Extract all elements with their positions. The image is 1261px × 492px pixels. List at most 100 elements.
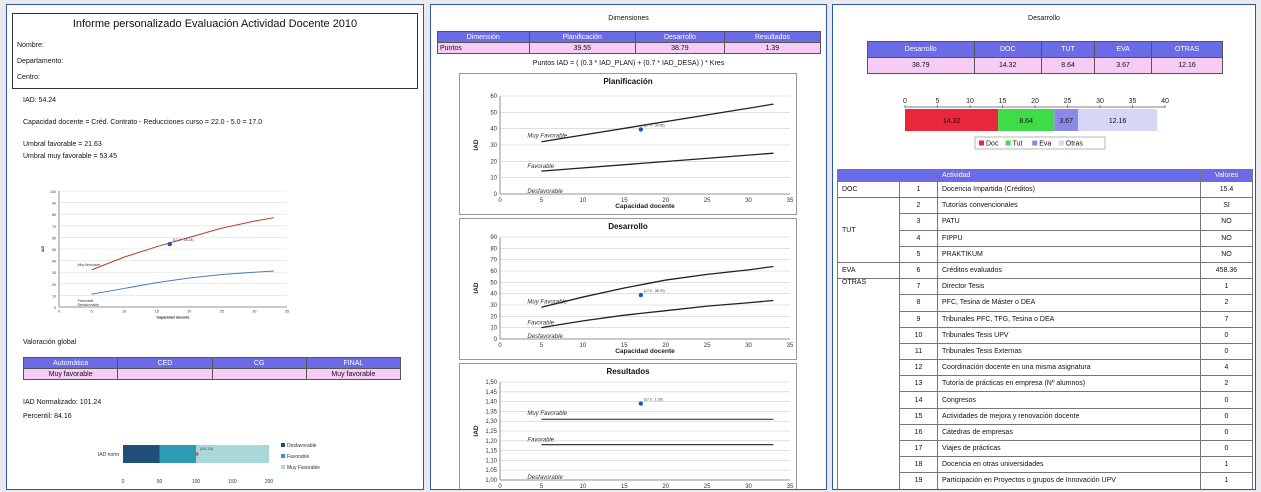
actividad-cell: PATU [937,213,1201,231]
x-tick-label: 5 [540,343,544,349]
row-number: 13 [899,375,938,393]
iad-norm-bar-chart: IAD norm 0 50 100 150 200 (101.24) Desfavorable… [98,443,320,485]
valor-cell: NO [1200,213,1253,231]
x-tick-label: 30 [745,343,752,349]
bar-segment-label: 14.32 [943,118,961,125]
y-axis-title: IAD [473,282,480,294]
y-tick-label: 70 [52,225,56,229]
x-tick-label: 0 [498,343,502,349]
valoracion-table: Automática CED CG FINAL Muy favorable Mu… [22,357,402,380]
legend-box [974,136,1106,150]
actividad-cell: PRAKTIKUM [937,245,1201,263]
y-tick-label: 10 [490,176,497,182]
x-tick-label: 0 [58,310,60,314]
x-tick-label: 0 [903,98,907,105]
actividad-cell: Créditos evaluados [937,261,1201,280]
table-row: 13 Tutoría de prácticas en empresa (Nº al… [838,375,1253,393]
des-doc-value: 14.32 [973,57,1042,74]
actividad-cell: Tribunales Tesis UPV [937,326,1201,344]
legend-swatch [1032,140,1038,146]
actividades-header-cell [899,169,938,182]
legend-swatch [979,140,984,146]
row-number: 10 [899,326,938,344]
actividad-cell: Coordinación docente en una misma asigna… [937,359,1201,377]
actividades-header-row: Actividad Valores [837,169,1253,182]
y-tick-label: 1,35 [485,409,497,415]
y-tick-label: 90 [52,202,56,206]
x-tick-label: 5 [540,484,544,490]
table-row: 8 PFC, Tesina de Máster o DEA 2 [838,294,1253,312]
legend-label: Muy Favorable [287,465,320,471]
row-number: 2 [899,197,938,215]
row-number: 5 [899,245,938,263]
y-tick-label: 20 [52,283,56,287]
y-tick-label: 20 [490,159,497,165]
y-tick-label: 10 [52,294,56,298]
actividad-cell: Docencia Impartida (Créditos) [937,180,1201,199]
dimensiones-table: Dimensión Planificación Desarrollo Resul… [437,31,822,54]
legend-label: Desfavorable [287,443,317,449]
val-cg [211,368,307,380]
actividad-cell: Participación en Proyectos o grupos de I… [937,472,1201,489]
data-point [195,452,199,456]
dim-planificacion-value: 39.55 [528,42,637,54]
table-row: 16 Cátedras de empresas 0 [838,423,1253,442]
group-cell: EVA [837,261,900,280]
data-point [638,292,644,298]
des-header-doc: DOC [973,41,1042,58]
x-tick-label: 35 [787,343,794,349]
row-number: 6 [899,261,938,280]
row-number: 16 [899,423,938,442]
dim-header-desarrollo: Desarrollo [635,31,725,43]
valor-cell: 4 [1200,359,1253,377]
legend-swatch [281,465,285,469]
table-row: 10 Tribunales Tesis UPV 0 [838,326,1253,344]
actividad-cell: PFC, Tesina de Máster o DEA [937,294,1201,312]
table-row: 4 FIPPU NO [838,229,1253,247]
table-row: 15 Actividades de mejora y renovación doc… [838,407,1253,425]
capacidad-docente: Capacidad docente = Créd. Contrato - Red… [23,119,263,126]
row-number: 3 [899,213,938,231]
y-tick-label: 0 [54,306,56,310]
puntos-formula: Puntos IAD = ( (0.3 * IAD_PLAN) + (0.7 *… [532,60,725,67]
data-point-label: (17.0 , 39.55) [644,123,665,127]
zone-label-favorable: Favorable [527,438,554,444]
valor-cell: 2 [1200,375,1253,393]
legend-swatch [281,443,285,447]
x-tick-label: 10 [580,484,587,490]
umbral-favorable: Umbral favorable = 21.63 [23,141,102,148]
x-tick-label: 20 [662,484,669,490]
valor-cell: SI [1200,197,1253,215]
bar-segment [1078,109,1158,131]
bar-segment [196,445,269,463]
y-axis-title: IAD [473,425,480,437]
row-number: 7 [899,278,938,296]
bar-segment-label: 12.16 [1109,118,1127,125]
actividad-cell: Congresos [937,391,1201,409]
x-tick-label: 200 [265,479,274,485]
table-row: 17 Viajes de prácticas 0 [838,439,1253,458]
planificacion-chart: 60 50 40 30 20 10 00 5 10 15 20 25 30 35 Muy Favorable… [473,94,794,210]
y-tick-label: 1,50 [485,380,497,386]
dim-desarrollo-value: 38.79 [635,42,725,54]
table-row: 3 PATU NO [838,213,1253,231]
valor-cell: 458.36 [1200,261,1253,280]
row-number: 15 [899,407,938,425]
valor-cell: 1 [1200,456,1253,474]
y-tick-label: 50 [490,110,497,116]
table-row: 12 Coordinación docente en una misma asig… [838,359,1253,377]
x-tick-label: 25 [704,343,711,349]
zone-label-desfavorable: Desfavorable [527,334,563,340]
x-tick-label: 15 [621,198,628,204]
bar-segment [998,109,1055,131]
resultados-chart: 1,50 1,45 1,40 1,35 1,30 1,25 1,20 1,15 1,10 1,05… [473,380,794,490]
valor-cell: 0 [1200,407,1253,425]
x-tick-label: 40 [1161,98,1169,105]
x-tick-label: 0 [498,484,502,490]
dimensiones-title: Dimensiones [608,15,649,22]
series-line [541,265,774,308]
data-point-label: (17.0 , 38.79) [644,289,665,293]
row-number: 17 [899,439,938,458]
row-number: 19 [899,472,938,489]
